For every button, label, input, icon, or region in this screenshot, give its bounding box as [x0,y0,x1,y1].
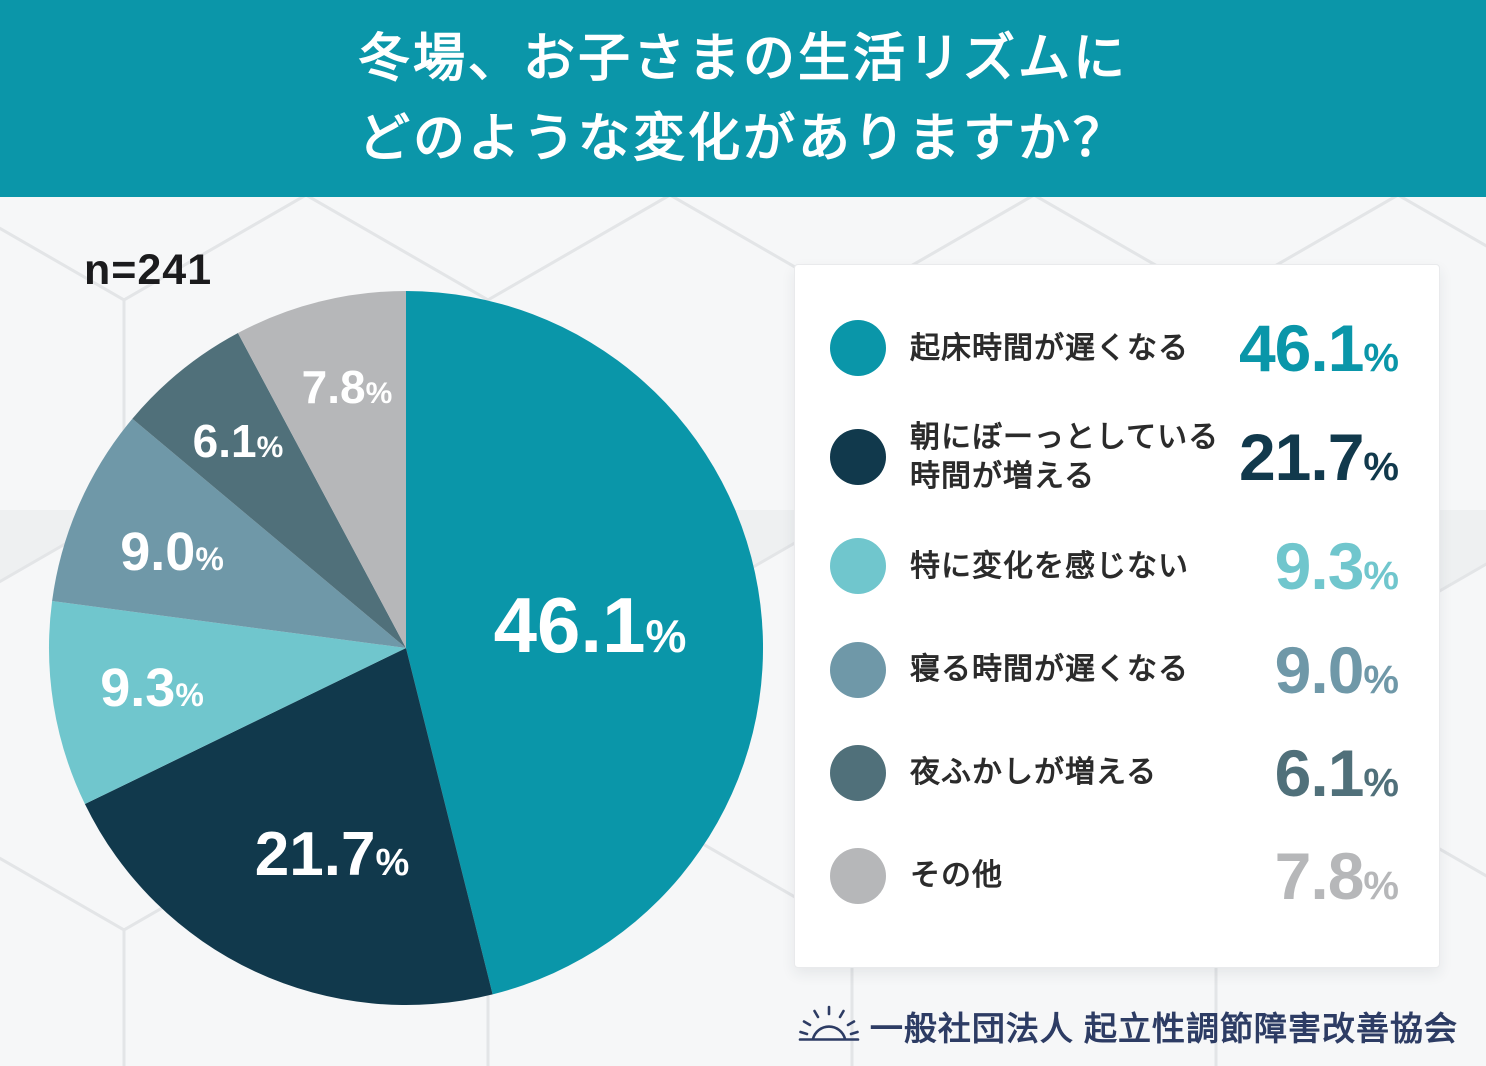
legend-value: 9.0% [1274,632,1399,707]
legend-label: 朝にぼーっとしている 時間が増える [910,421,1220,494]
pie-slice-1 [84,648,493,1006]
legend-panel: 起床時間が遅くなる 46.1% 朝にぼーっとしている 時間が増える 21.7% … [794,264,1440,968]
legend-swatch [830,538,886,595]
legend-item: 夜ふかしが増える 6.1% [830,740,1399,806]
page-title-line2: どのような変化がありますか？ [357,109,1128,168]
legend-value: 7.8% [1274,838,1399,913]
pie-value-label-0: 46.1% [493,581,687,669]
pie-value-label-3: 9.0% [120,522,224,582]
legend-label: その他 [910,859,1003,893]
legend-label: 寝る時間が遅くなる [910,653,1189,687]
legend-swatch [830,320,886,376]
legend-swatch [830,641,886,698]
pie-value-label-5: 7.8% [301,361,393,413]
legend-label: 起床時間が遅くなる [910,331,1189,365]
legend-swatch [830,847,886,904]
legend-label: 特に変化を感じない [910,549,1189,583]
legend-label: 夜ふかしが増える [910,756,1158,790]
header-banner: 冬場、お子さまの生活リズムに どのような変化がありますか？ [0,0,1486,197]
page-title-line1: 冬場、お子さまの生活リズムに [357,29,1128,88]
legend-value: 9.3% [1274,529,1399,604]
rising-sun-icon [798,1005,860,1041]
legend-item: その他 7.8% [830,843,1399,909]
legend-item: 寝る時間が遅くなる 9.0% [830,637,1399,703]
legend-swatch [830,744,886,801]
sample-size-label: n=241 [84,246,213,294]
legend-swatch [830,429,886,486]
footer-credit: 一般社団法人 起立性調節障害改善協会 [798,1002,1458,1050]
legend-value: 6.1% [1274,735,1399,810]
pie-slice-2 [48,601,407,805]
pie-slice-3 [52,418,406,648]
pie-slice-0 [406,291,764,995]
legend-value: 46.1% [1238,311,1399,385]
pie-slice-5 [237,291,406,648]
pie-value-label-2: 9.3% [100,658,204,718]
legend-item: 朝にぼーっとしている 時間が増える 21.7% [830,418,1399,496]
pie-chart: 46.1% 21.7% 9.3% 9.0% 6.1% 7.8% [45,287,767,1009]
pie-value-label-1: 21.7% [254,820,410,889]
org-name: 一般社団法人 起立性調節障害改善協会 [869,1010,1458,1047]
legend-item: 特に変化を感じない 9.3% [830,533,1399,599]
legend-value: 21.7% [1238,420,1399,495]
pie-value-label-4: 6.1% [192,415,284,467]
pie-slice-4 [132,333,407,648]
pie-chart-svg [48,291,764,1006]
legend-item: 起床時間が遅くなる 46.1% [830,315,1399,381]
